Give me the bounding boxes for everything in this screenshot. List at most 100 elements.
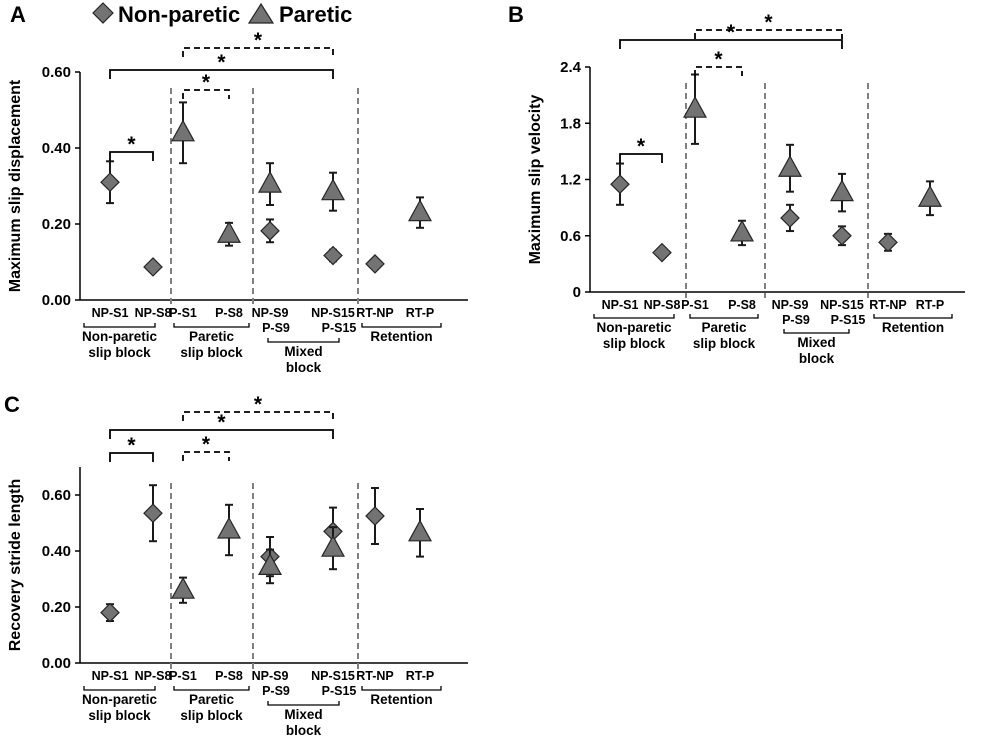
panel-c: C 0.00 0.20 0.40 0.60 Recovery stride length N… (4, 392, 468, 738)
group-label: Non-paretic (596, 320, 672, 335)
x-tick-label: NP-S15 (311, 306, 355, 320)
non-paretic-point (100, 172, 120, 193)
group-label: Mixed (284, 707, 322, 722)
paretic-point (257, 170, 283, 193)
group-label: Retention (882, 320, 944, 335)
group-label: Non-paretic (82, 692, 158, 707)
legend-diamond-marker (92, 2, 114, 24)
group-bracket (83, 323, 156, 328)
paretic-point (407, 199, 433, 222)
group-label: block (286, 723, 322, 738)
group-bracket (173, 686, 250, 691)
x-tick-label: P-S9 (262, 321, 290, 335)
group-label: slip block (88, 708, 151, 723)
significance-star: * (637, 135, 646, 158)
x-tick-label: NP-S8 (644, 298, 681, 312)
x-tick-label: NP-S1 (92, 669, 129, 683)
x-tick-label: RT-NP (356, 669, 394, 683)
group-bracket (593, 314, 675, 319)
paretic-point (257, 553, 283, 575)
significance-star: * (202, 71, 211, 94)
x-tick-label: P-S8 (215, 669, 243, 683)
significance-star: * (217, 411, 226, 434)
non-paretic-point (100, 602, 120, 623)
non-paretic-point (143, 503, 163, 524)
x-tick-label: NP-S9 (252, 306, 289, 320)
x-tick-label: NP-S1 (602, 298, 639, 312)
x-tick-label: P-S9 (782, 313, 810, 327)
significance-bracket (694, 66, 743, 76)
paretic-point (777, 155, 803, 177)
significance-star: * (127, 434, 136, 457)
group-label: Paretic (189, 329, 235, 344)
significance-bracket (619, 153, 663, 163)
non-paretic-point (143, 257, 163, 277)
group-label: Non-paretic (82, 329, 158, 344)
x-tick-label: P-S1 (169, 306, 197, 320)
y-tick-label: 0.00 (42, 292, 71, 309)
significance-star: * (254, 393, 263, 416)
x-tick-label: RT-NP (869, 298, 907, 312)
significance-star: * (202, 433, 211, 456)
group-label: Mixed (284, 344, 322, 359)
x-tick-label: RT-P (406, 669, 434, 683)
x-tick-label: P-S15 (322, 321, 357, 335)
paretic-point (320, 178, 346, 201)
x-tick-label: NP-S1 (92, 306, 129, 320)
panel-letter: A (10, 2, 26, 27)
y-tick-label: 0.40 (42, 543, 71, 560)
significance-bracket (182, 47, 334, 57)
group-label: Paretic (701, 320, 747, 335)
significance-star: * (764, 11, 773, 34)
x-tick-label: P-S8 (215, 306, 243, 320)
y-axis-label: Maximum slip velocity (527, 94, 544, 264)
paretic-point (917, 185, 943, 207)
group-label: Paretic (189, 692, 235, 707)
significance-star: * (217, 51, 226, 74)
x-tick-label: RT-P (916, 298, 944, 312)
group-label: block (286, 360, 322, 375)
x-tick-label: P-S15 (322, 684, 357, 698)
y-tick-label: 0.60 (42, 64, 71, 81)
paretic-point (170, 119, 196, 142)
y-tick-label: 0.40 (42, 140, 71, 157)
group-bracket (267, 338, 340, 343)
group-bracket (267, 701, 340, 706)
y-tick-label: 0.60 (42, 487, 71, 504)
paretic-point (320, 534, 346, 557)
legend-paretic-label: Paretic (279, 2, 352, 27)
y-tick-label: 0.20 (42, 216, 71, 233)
x-tick-label: P-S9 (262, 684, 290, 698)
x-tick-label: P-S15 (831, 313, 866, 327)
paretic-point (729, 219, 755, 242)
paretic-point (216, 221, 242, 243)
panel-letter: C (4, 392, 20, 417)
group-label: Mixed (797, 335, 835, 350)
non-paretic-point (652, 242, 672, 263)
y-tick-label: 1.8 (560, 115, 581, 132)
significance-bracket (109, 69, 334, 79)
significance-star: * (254, 29, 263, 52)
y-tick-label: 0.6 (560, 228, 581, 245)
y-tick-label: 0.00 (42, 655, 71, 672)
non-paretic-point (832, 225, 852, 246)
group-label: slip block (88, 345, 151, 360)
significance-star: * (127, 133, 136, 156)
x-tick-label: NP-S9 (772, 298, 809, 312)
paretic-point (216, 516, 242, 539)
panel-a: A 0.00 0.20 0.40 0.60 Maximum slip displaceme… (7, 2, 468, 375)
group-bracket (873, 314, 953, 319)
group-bracket (173, 323, 250, 328)
y-tick-label: 0 (573, 284, 581, 301)
group-label: slip block (603, 336, 666, 351)
significance-bracket (619, 39, 843, 49)
group-label: block (799, 351, 835, 366)
group-bracket (361, 323, 442, 328)
paretic-point (170, 576, 196, 599)
x-tick-label: NP-S9 (252, 669, 289, 683)
group-label: Retention (370, 692, 432, 707)
non-paretic-point (365, 506, 385, 526)
legend-non-paretic-label: Non-paretic (118, 2, 240, 27)
